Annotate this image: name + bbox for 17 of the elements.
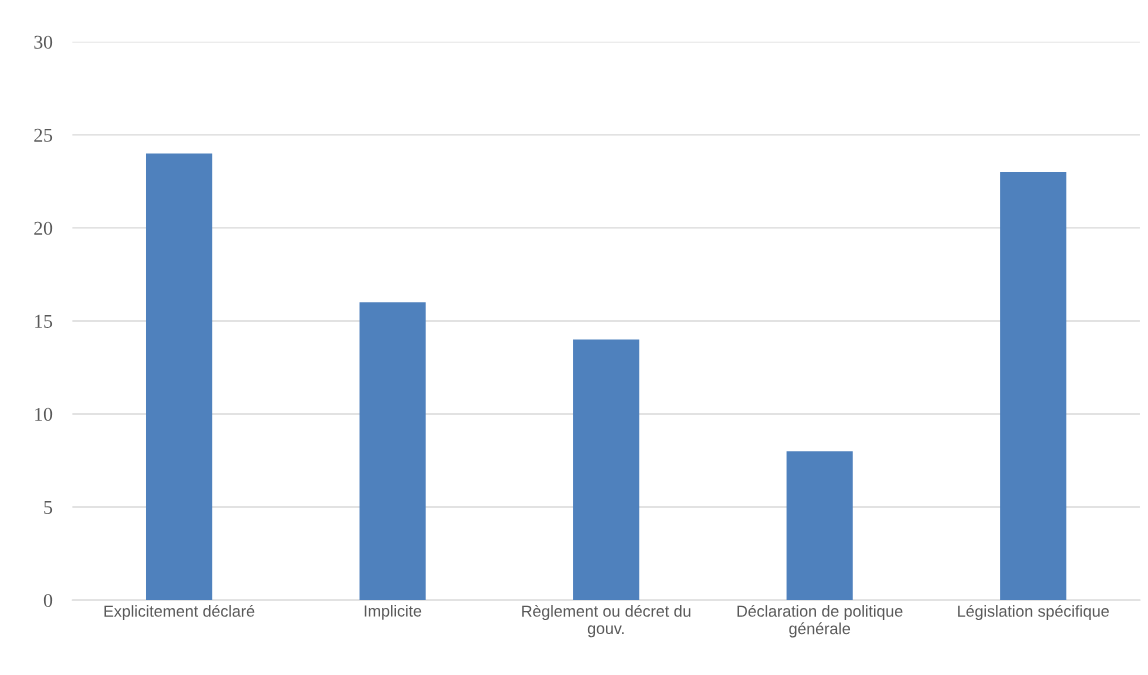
- y-tick-label: 30: [34, 35, 53, 49]
- x-tick-label: Législation spécifique: [958, 604, 1109, 621]
- y-tick-label: 5: [44, 501, 53, 514]
- x-tick-label: Déclaration de politique générale: [737, 604, 903, 638]
- y-tick-label: 0: [43, 593, 53, 608]
- bar: [786, 451, 853, 601]
- bar: [145, 153, 213, 601]
- bar: [573, 339, 640, 601]
- x-tick-label: Implicite: [364, 604, 422, 620]
- bar: [1000, 172, 1067, 601]
- y-tick-label: 15: [35, 314, 53, 328]
- bar: [359, 302, 426, 601]
- y-tick-label: 20: [34, 221, 53, 235]
- y-tick-label: 10: [35, 407, 53, 421]
- y-tick-label: 25: [34, 128, 53, 142]
- x-tick-label: Explicitement déclaré: [104, 604, 255, 621]
- x-tick-label: Règlement ou décret du gouv.: [522, 604, 691, 638]
